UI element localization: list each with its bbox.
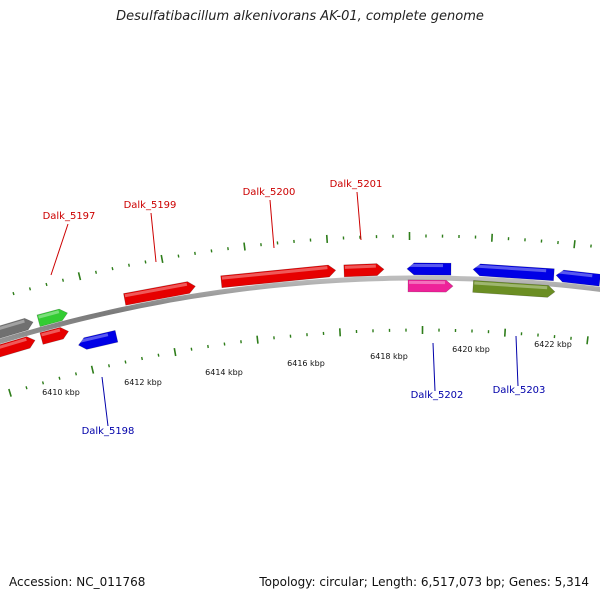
- outer-minor-tick: [61, 278, 65, 282]
- outer-minor-tick: [28, 287, 32, 291]
- gene-feature-arrow: [39, 327, 69, 345]
- gene-feature-arrow: [472, 263, 555, 282]
- inner-minor-tick: [58, 376, 61, 380]
- outer-major-tick: [160, 254, 164, 263]
- inner-major-tick: [586, 336, 589, 345]
- inner-major-tick: [256, 335, 259, 344]
- outer-minor-tick: [128, 263, 130, 267]
- outer-major-tick: [573, 240, 576, 249]
- inner-tick-ring: [8, 326, 589, 397]
- gene-feature-arrow: [0, 336, 36, 360]
- scale-label: 6422 kbp: [534, 340, 572, 349]
- gene-feature-arrow: [36, 308, 68, 327]
- gene-labels: Dalk_5197 Dalk_5198 Dalk_5199 Dalk_5200 Dalk…: [43, 179, 546, 437]
- outer-minor-tick: [12, 291, 15, 296]
- inner-minor-tick: [124, 360, 127, 364]
- outer-minor-tick: [144, 260, 147, 264]
- outer-major-tick: [77, 272, 82, 281]
- gene-label: Dalk_5203: [493, 385, 546, 396]
- gene-features: [0, 262, 600, 360]
- gene-label: Dalk_5201: [330, 179, 383, 190]
- gene-leader-line: [50, 223, 69, 276]
- gene-leader-line: [269, 199, 275, 249]
- gene-label: Dalk_5199: [124, 200, 177, 211]
- genome-summary: Topology: circular; Length: 6,517,073 bp…: [259, 575, 589, 589]
- gene-feature-arrow: [407, 279, 454, 293]
- gene-feature-arrow: [220, 264, 337, 289]
- outer-minor-tick: [45, 282, 48, 287]
- inner-minor-tick: [41, 381, 45, 385]
- scale-label: 6410 kbp: [42, 388, 80, 397]
- scale-label: 6412 kbp: [124, 378, 162, 387]
- gene-label: Dalk_5200: [243, 187, 296, 198]
- gene-feature-arrow: [406, 262, 452, 276]
- outer-major-tick: [325, 234, 329, 244]
- outer-minor-tick: [94, 270, 98, 274]
- outer-major-tick: [243, 242, 246, 251]
- label-leader-lines: [50, 191, 519, 427]
- gene-feature-arrow: [0, 318, 34, 341]
- gene-feature-arrow: [78, 330, 119, 350]
- outer-minor-tick: [177, 254, 180, 258]
- accession-label: Accession: NC_011768: [9, 575, 146, 589]
- inner-minor-tick: [157, 353, 160, 357]
- outer-minor-tick: [111, 267, 114, 271]
- gene-leader-line: [150, 212, 157, 263]
- inner-minor-tick: [74, 372, 78, 376]
- inner-major-tick: [8, 388, 12, 397]
- gene-label: Dalk_5202: [411, 390, 464, 401]
- gene-feature-arrow: [555, 269, 600, 287]
- scale-label: 6414 kbp: [205, 368, 243, 377]
- inner-major-tick: [173, 348, 177, 357]
- gene-feature-arrow: [123, 281, 196, 306]
- gene-leader-line: [356, 191, 362, 241]
- gene-label: Dalk_5197: [43, 211, 96, 222]
- gene-leader-line: [432, 342, 436, 392]
- inner-minor-tick: [25, 386, 28, 390]
- gene-leader-line: [515, 335, 519, 387]
- scale-label: 6416 kbp: [287, 359, 325, 368]
- gene-feature-arrow: [343, 263, 385, 278]
- map-title: Desulfatibacillum alkenivorans AK-01, co…: [116, 9, 484, 24]
- scale-label: 6420 kbp: [452, 345, 490, 354]
- genome-backbone: [0, 275, 600, 345]
- inner-major-tick: [90, 365, 95, 374]
- inner-minor-tick: [141, 356, 143, 361]
- gene-feature-arrow: [472, 280, 556, 298]
- gene-leader-line: [101, 376, 109, 427]
- outer-tick-ring: [12, 232, 592, 296]
- scale-labels: 6410 kbp 6412 kbp 6414 kbp 6416 kbp 6418 kbp…: [42, 340, 572, 397]
- scale-label: 6418 kbp: [370, 352, 408, 361]
- gene-label: Dalk_5198: [82, 426, 135, 437]
- inner-minor-tick: [107, 364, 111, 368]
